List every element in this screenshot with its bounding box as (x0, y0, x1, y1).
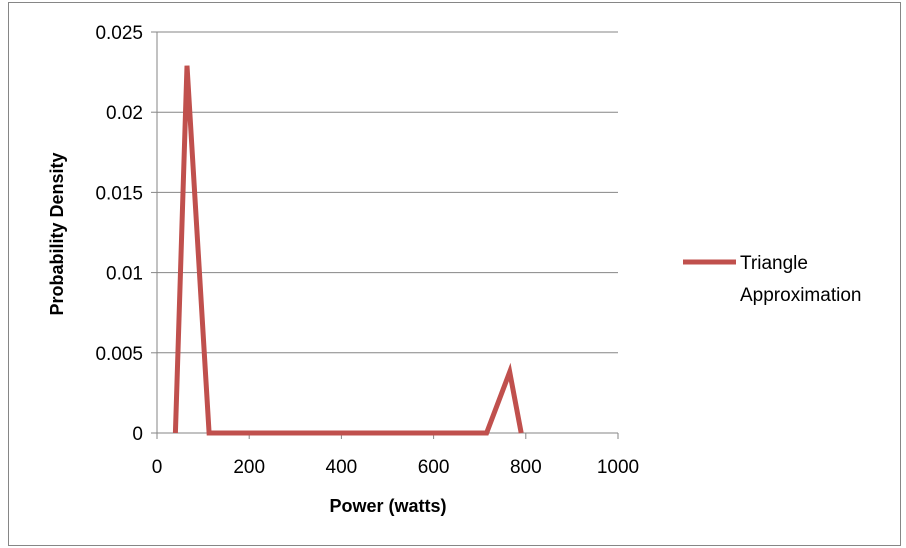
y-tick-label-5: 0.025 (95, 23, 143, 44)
y-tick-label-4: 0.02 (106, 103, 143, 124)
x-tick-label-2: 400 (326, 457, 358, 478)
series-line-0 (172, 65, 524, 436)
y-axis-title: Probability Density (47, 152, 67, 315)
x-tick-label-4: 800 (510, 457, 542, 478)
tick-labels: 0 0.005 0.01 0.015 0.02 0.025 0 200 400 600 800 100… (95, 23, 639, 478)
x-tick-label-5: 1000 (597, 457, 639, 478)
x-axis-title: Power (watts) (329, 496, 446, 516)
legend: Triangle Approximation (683, 253, 861, 306)
legend-label-line2: Approximation (740, 285, 861, 306)
x-tick-label-3: 600 (418, 457, 450, 478)
y-tick-label-3: 0.015 (95, 183, 143, 204)
x-tick-label-1: 200 (233, 457, 265, 478)
series-lines (172, 65, 524, 436)
axes (151, 31, 619, 439)
y-tick-label-2: 0.01 (106, 264, 143, 285)
y-tick-label-1: 0.005 (95, 344, 143, 365)
x-tick-label-0: 0 (152, 457, 163, 478)
y-tick-label-0: 0 (132, 424, 143, 445)
gridlines (157, 31, 618, 354)
legend-label-line1: Triangle (740, 253, 808, 274)
